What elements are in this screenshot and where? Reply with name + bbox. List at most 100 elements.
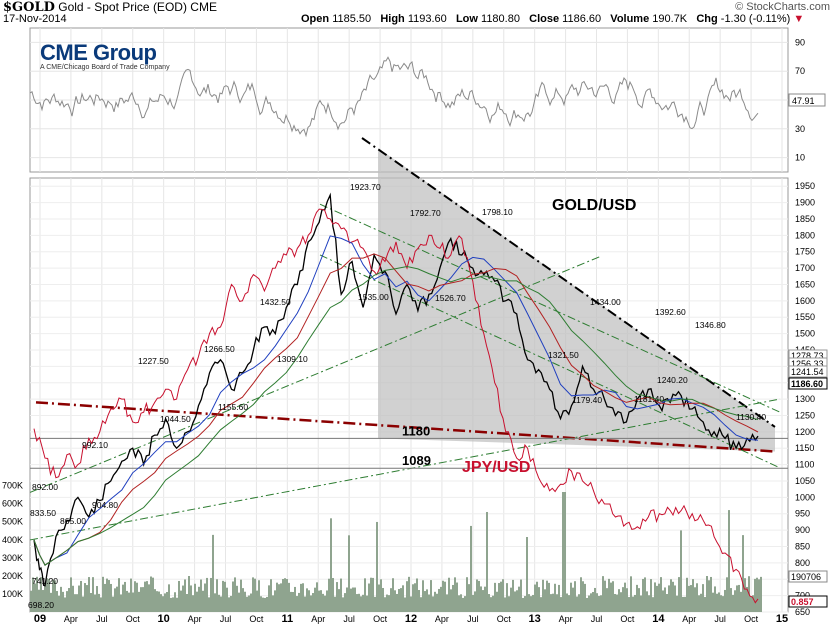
volume-bar: [148, 584, 150, 612]
price-annotation: 1179.40: [572, 395, 602, 405]
volume-bar: [298, 592, 300, 612]
volume-bar: [530, 596, 532, 612]
volume-bar: [210, 577, 212, 612]
price-tick-label: 1150: [795, 443, 814, 453]
volume-bar: [396, 593, 398, 612]
volume-bar: [522, 597, 524, 612]
volume-bar: [316, 582, 318, 612]
volume-bar: [330, 518, 332, 612]
volume-bar: [482, 590, 484, 612]
volume-bar: [152, 577, 154, 612]
price-annotation: 1266.50: [204, 344, 235, 354]
price-tick-label: 1950: [795, 181, 815, 191]
volume-bar: [400, 588, 402, 612]
volume-bar: [354, 587, 356, 612]
volume-bar: [740, 591, 742, 612]
price-annotation: 865.00: [60, 516, 86, 526]
volume-bar: [294, 586, 296, 612]
level-label-1180: 1180: [402, 423, 430, 438]
volume-bar: [760, 576, 762, 612]
volume-bar: [556, 594, 558, 612]
price-annotation: 1434.00: [590, 297, 621, 307]
volume-bar: [492, 595, 494, 612]
volume-bar: [306, 588, 308, 612]
volume-bar: [342, 597, 344, 612]
volume-bar: [252, 577, 254, 612]
volume-bar: [116, 586, 118, 612]
volume-bar: [456, 582, 458, 612]
volume-bar: [372, 577, 374, 612]
volume-bar: [104, 583, 106, 612]
volume-bar: [734, 590, 736, 612]
volume-bar: [446, 594, 448, 612]
x-tick-label: Apr: [435, 614, 449, 624]
volume-bar: [118, 578, 120, 612]
volume-bar: [442, 580, 444, 612]
volume-bar: [344, 593, 346, 612]
credit-text: © StockCharts.com: [735, 1, 830, 13]
volume-bar: [154, 589, 156, 612]
logo-brand: CME Group: [40, 40, 157, 65]
volume-bar: [184, 579, 186, 612]
volume-bar: [654, 582, 656, 612]
volume-bar: [236, 585, 238, 612]
price-tick-label: 1700: [795, 263, 815, 273]
volume-tick-label: 300K: [2, 553, 23, 563]
volume-bar: [212, 534, 214, 612]
price-annotation: 1346.80: [695, 320, 726, 330]
volume-bar: [358, 593, 360, 612]
volume-bar: [550, 594, 552, 612]
volume-bar: [32, 577, 34, 612]
x-tick-label: Oct: [373, 614, 388, 624]
volume-bar: [362, 594, 364, 612]
volume-bar: [636, 584, 638, 612]
volume-bar: [502, 579, 504, 612]
volume-bar: [186, 594, 188, 612]
price-tick-label: 1650: [795, 279, 815, 289]
volume-bar: [122, 584, 124, 612]
volume-bar: [684, 596, 686, 612]
volume-bar: [708, 580, 710, 612]
volume-bar: [280, 583, 282, 612]
series-line-jpy: [33, 208, 759, 604]
volume-bar: [610, 582, 612, 612]
volume-bar: [468, 584, 470, 612]
volume-bar: [384, 597, 386, 612]
volume-bar: [706, 576, 708, 612]
volume-bar: [130, 578, 132, 612]
volume-tick-label: 200K: [2, 571, 23, 581]
volume-bar: [124, 581, 126, 612]
symbol: $GOLD: [3, 0, 55, 15]
volume-bar: [256, 590, 258, 612]
volume-bar: [304, 596, 306, 612]
price-tick-label: 1550: [795, 312, 815, 322]
x-tick-label: Jul: [220, 614, 232, 624]
volume-bar: [178, 580, 180, 612]
volume-tick-label: 100K: [2, 589, 23, 599]
volume-bar: [328, 578, 330, 612]
volume-bar: [510, 587, 512, 612]
volume-bar: [50, 592, 52, 612]
volume-bar: [424, 591, 426, 612]
volume-bar: [538, 587, 540, 612]
volume-bar: [516, 590, 518, 612]
volume-bar: [254, 578, 256, 612]
x-tick-label: 10: [158, 613, 170, 625]
volume-bar: [380, 579, 382, 612]
volume-bar: [526, 537, 528, 612]
price-tick-label: 1200: [795, 427, 815, 437]
volume-bar: [500, 581, 502, 612]
volume-bar: [332, 578, 334, 612]
exchange: CME: [190, 0, 217, 14]
volume-bar: [450, 589, 452, 612]
x-tick-label: 14: [652, 613, 665, 625]
rsi-tick-label: 10: [795, 153, 805, 163]
volume-bar: [348, 535, 350, 612]
volume-bar: [616, 594, 618, 612]
volume-bar: [672, 581, 674, 612]
volume-bar: [74, 594, 76, 612]
volume-bar: [106, 578, 108, 612]
volume-bar: [366, 595, 368, 612]
volume-bar: [218, 594, 220, 612]
volume-bar: [90, 592, 92, 612]
